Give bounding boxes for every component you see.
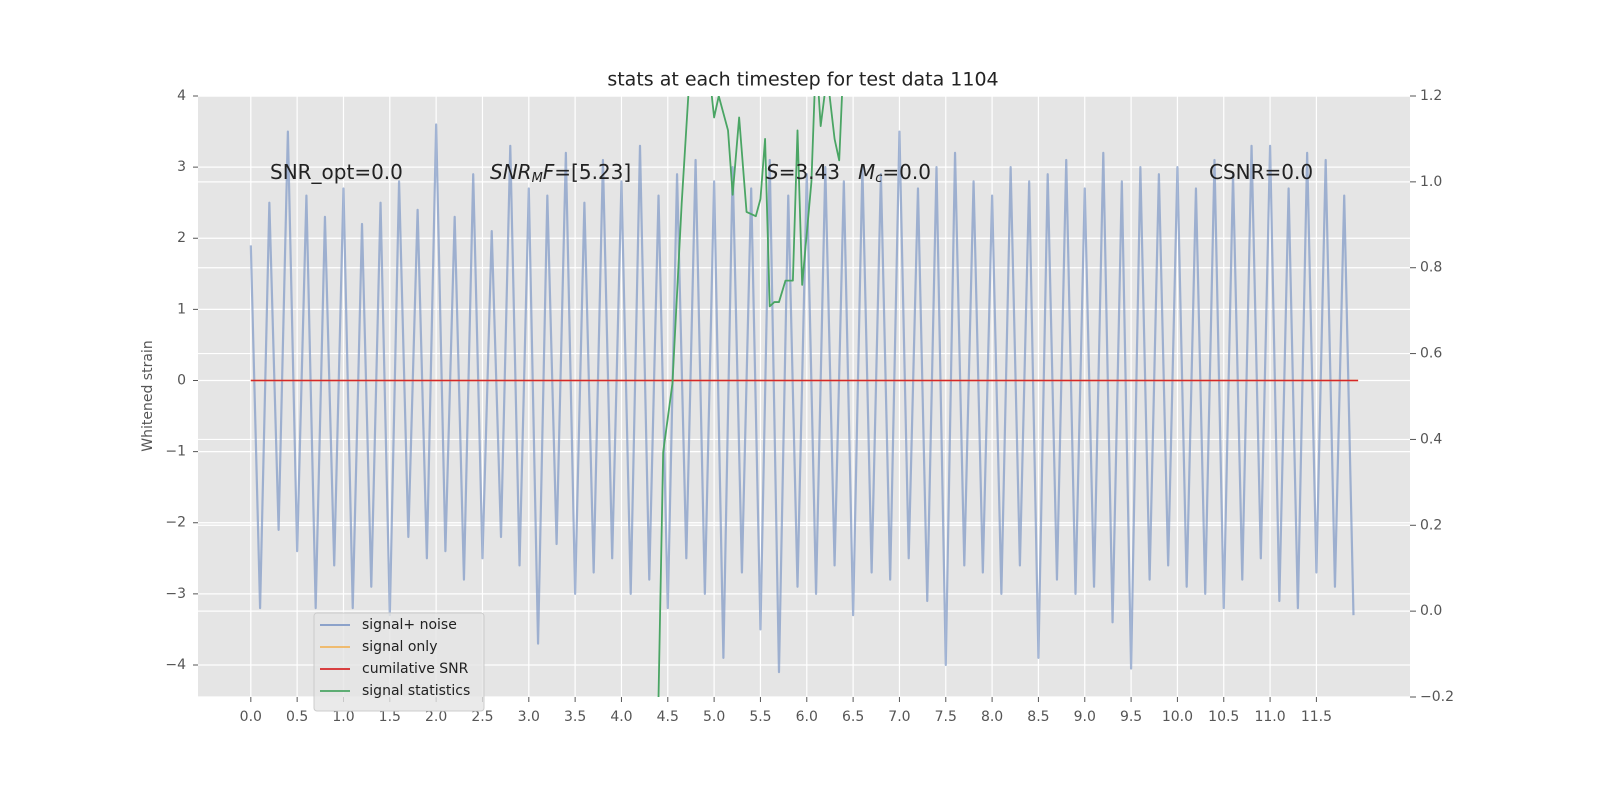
- y2-tick-label: 0.4: [1420, 431, 1442, 447]
- x-tick-label: 4.0: [610, 709, 632, 725]
- x-tick-label: 6.0: [796, 709, 818, 725]
- chart-title: stats at each timestep for test data 110…: [607, 69, 998, 91]
- y-tick-label: 0: [177, 372, 186, 388]
- legend-label: signal only: [362, 639, 437, 655]
- x-tick-label: 10.5: [1208, 709, 1239, 725]
- x-tick-label: 9.0: [1074, 709, 1096, 725]
- y2-tick-label: 1.2: [1420, 88, 1442, 104]
- legend-label: signal statistics: [362, 683, 470, 699]
- legend-label: signal+ noise: [362, 617, 457, 633]
- annotation-part: F: [543, 160, 555, 184]
- annotation: SNR_opt=0.0: [270, 160, 403, 184]
- x-tick-label: 1.0: [332, 709, 354, 725]
- y-tick-label: −4: [165, 657, 186, 673]
- x-tick-label: 3.0: [518, 709, 540, 725]
- x-tick-label: 11.0: [1254, 709, 1285, 725]
- annotation-part: =0.0: [882, 160, 931, 184]
- annotation-part: S: [766, 160, 779, 184]
- x-tick-label: 5.0: [703, 709, 725, 725]
- x-tick-label: 3.5: [564, 709, 586, 725]
- annotation: CSNR=0.0: [1209, 160, 1313, 184]
- annotation: Mc=0.0: [858, 160, 931, 186]
- legend: signal+ noise signal only cumilative SNR si…: [313, 612, 485, 712]
- x-tick-label: 1.5: [379, 709, 401, 725]
- x-tick-label: 8.5: [1027, 709, 1049, 725]
- x-tick-label: 0.0: [240, 709, 262, 725]
- y2-tick-label: 0.0: [1420, 603, 1442, 619]
- y2-tick-label: 0.2: [1420, 517, 1442, 533]
- y-tick-label: 3: [177, 159, 186, 175]
- x-tick-label: 10.0: [1162, 709, 1193, 725]
- x-tick-label: 0.5: [286, 709, 308, 725]
- x-tick-label: 4.5: [657, 709, 679, 725]
- annotation-part: =3.43: [779, 160, 840, 184]
- y-tick-label: 2: [177, 230, 186, 246]
- annotation: SNRMF=[5.23]: [490, 160, 631, 186]
- x-tick-label: 8.0: [981, 709, 1003, 725]
- y2-tick-label: 0.6: [1420, 346, 1442, 362]
- annotation-part: M: [532, 171, 543, 186]
- y2-tick-label: 0.8: [1420, 260, 1442, 276]
- y2-tick-label: −0.2: [1420, 689, 1454, 705]
- x-tick-label: 2.0: [425, 709, 447, 725]
- x-tick-label: 6.5: [842, 709, 864, 725]
- legend-label: cumilative SNR: [362, 661, 469, 677]
- annotation-part: CSNR=0.0: [1209, 160, 1313, 184]
- annotation-part: SNR: [490, 160, 532, 184]
- x-tick-label: 2.5: [471, 709, 493, 725]
- annotation: S=3.43: [766, 160, 840, 184]
- y-tick-label: −2: [165, 515, 186, 531]
- y-tick-label: −1: [165, 444, 186, 460]
- y-tick-label: 4: [177, 88, 186, 104]
- annotation-part: M: [858, 160, 875, 184]
- y-axis-label: Whitened strain: [140, 340, 156, 451]
- x-tick-label: 9.5: [1120, 709, 1142, 725]
- y-tick-label: 1: [177, 301, 186, 317]
- x-tick-label: 7.0: [888, 709, 910, 725]
- x-tick-label: 5.5: [749, 709, 771, 725]
- axes: 0.0 0.5 1.0 1.5 2.0 2.5 3.0 3.5 4.0 4.5 5.0 5.5 6.0 6…: [165, 88, 1454, 725]
- legend-box: [313, 612, 485, 712]
- annotation-part: SNR_opt=0.0: [270, 160, 403, 184]
- annotation-part: =[5.23]: [554, 160, 631, 184]
- annotation-part: c: [875, 171, 882, 186]
- series-layer: [249, 96, 1359, 697]
- x-tick-label: 11.5: [1301, 709, 1332, 725]
- y-tick-label: −3: [165, 586, 186, 602]
- y2-tick-label: 1.0: [1420, 174, 1442, 190]
- series-line: [657, 96, 843, 697]
- x-tick-label: 7.5: [935, 709, 957, 725]
